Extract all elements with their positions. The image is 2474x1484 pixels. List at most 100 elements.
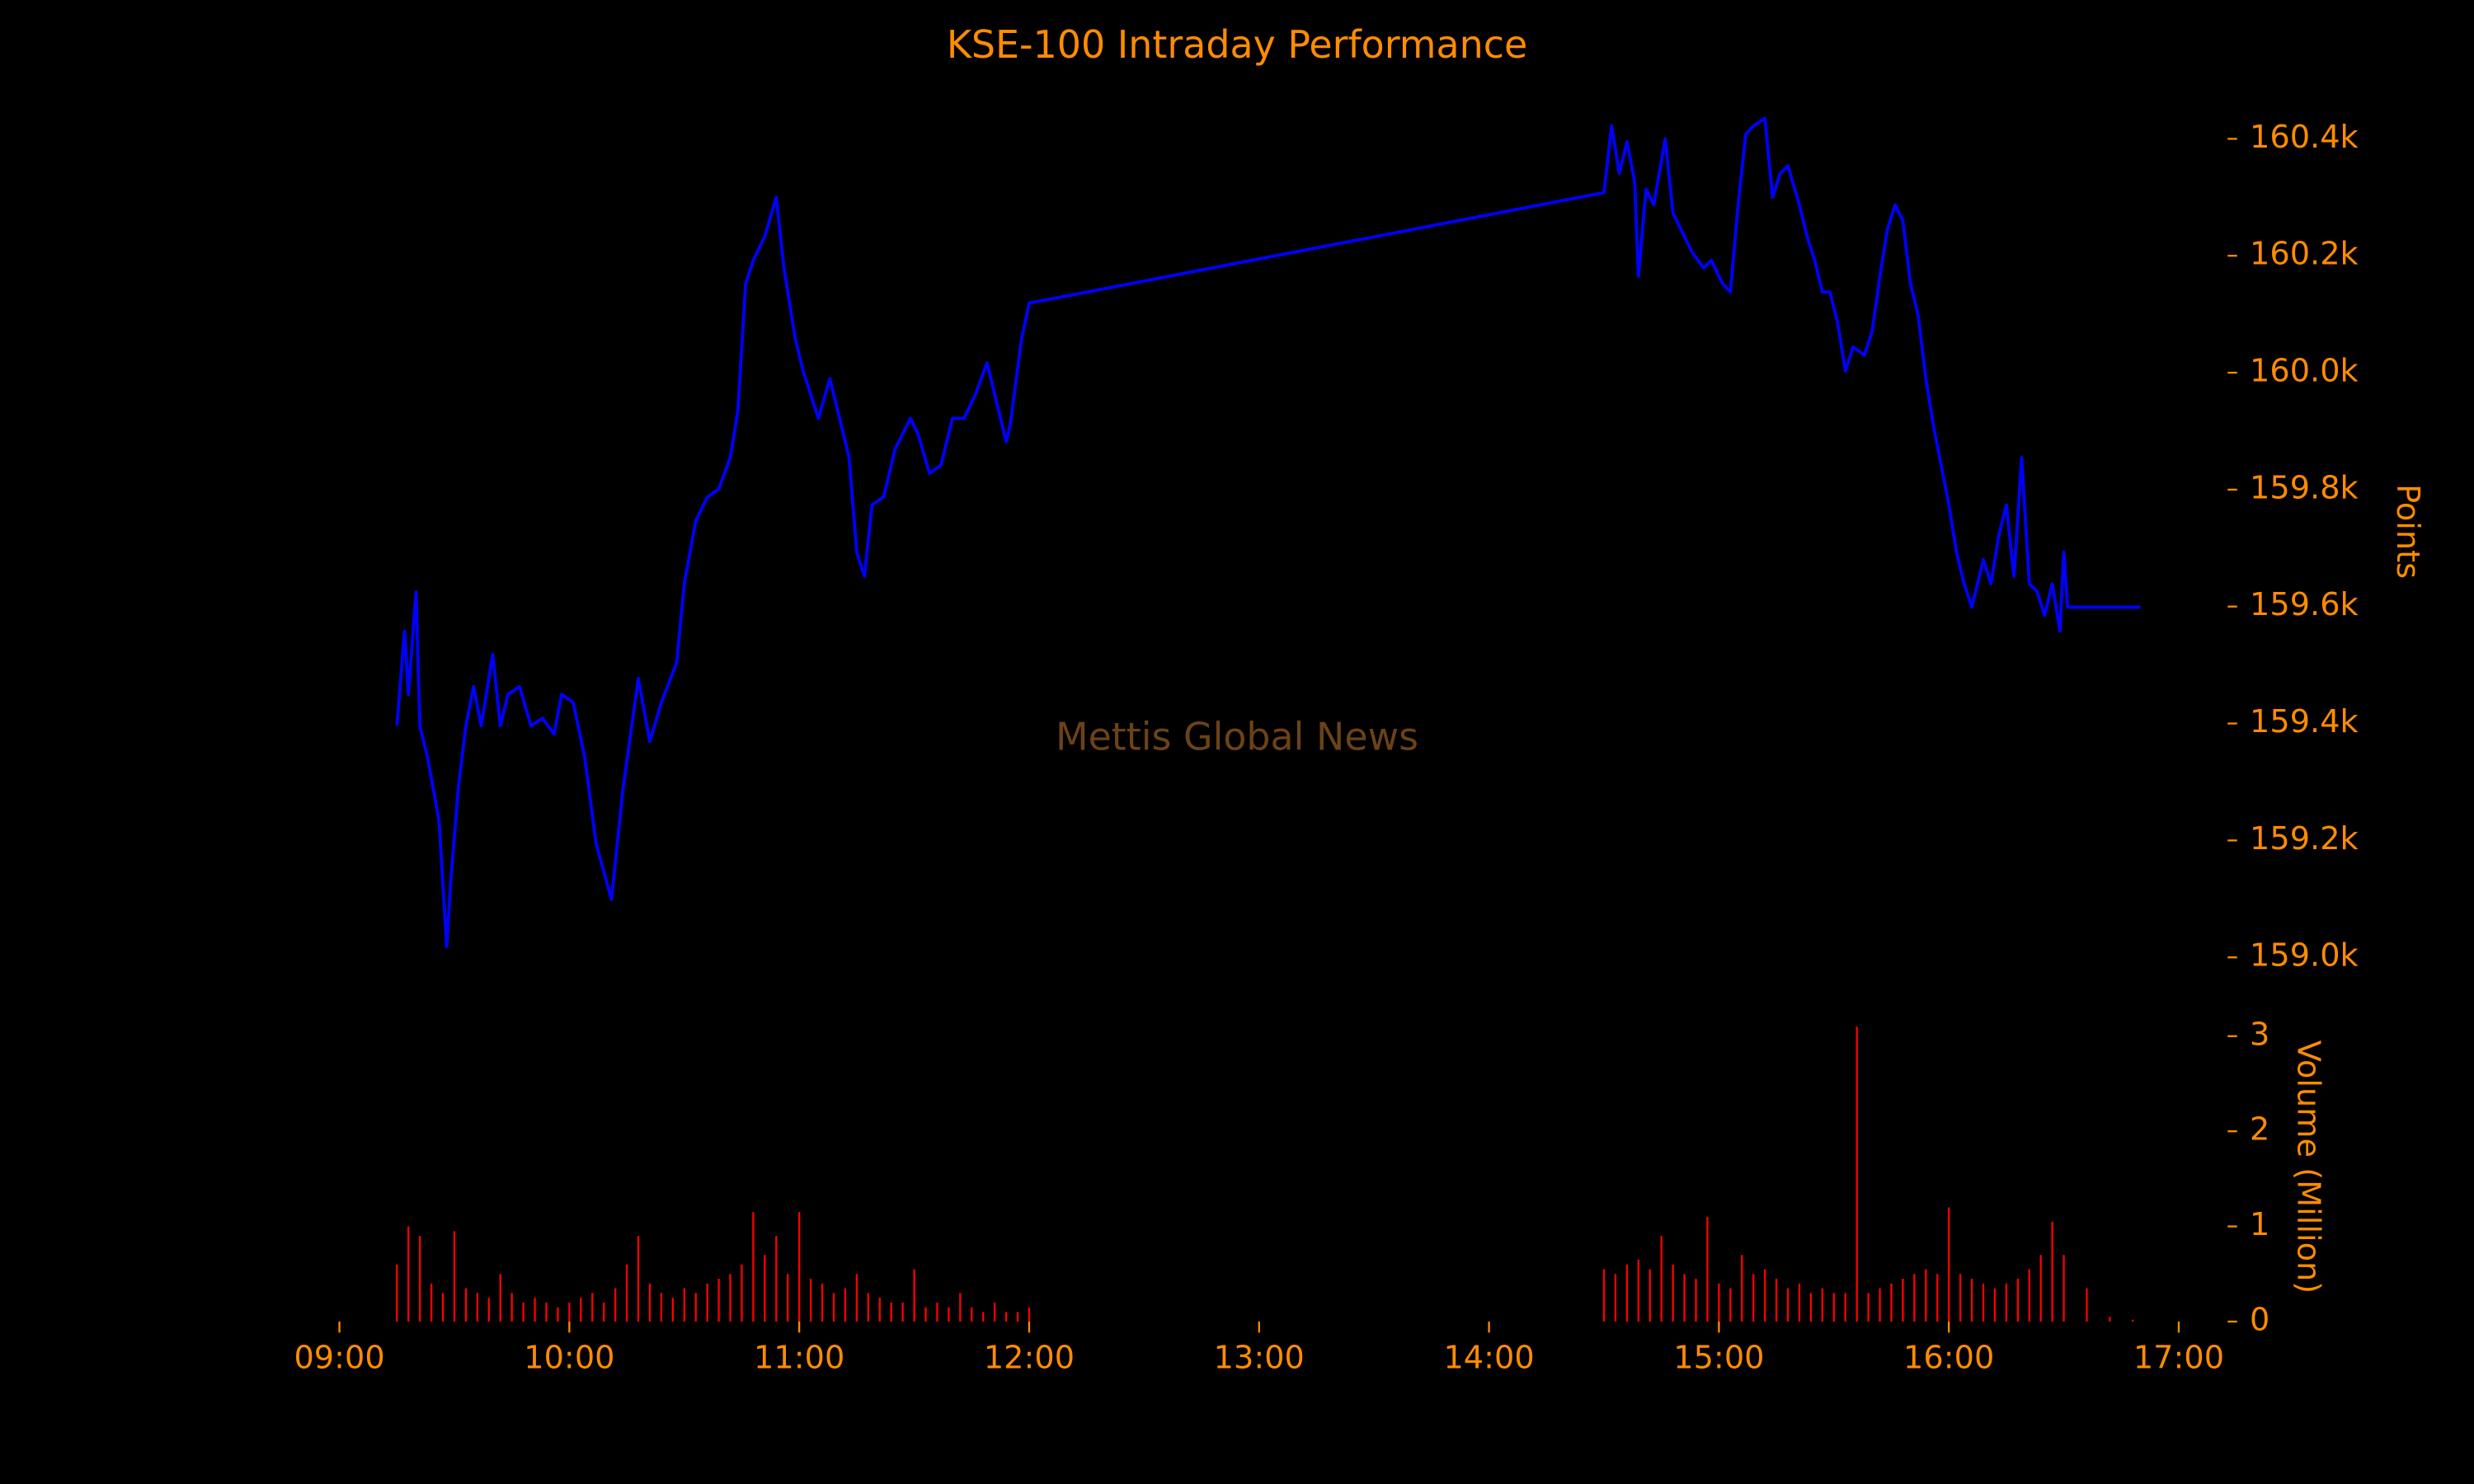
volume-bar — [603, 1302, 605, 1322]
volume-bar — [878, 1298, 881, 1322]
volume-bar — [752, 1212, 755, 1322]
volume-bar — [809, 1279, 812, 1322]
volume-bar — [1763, 1269, 1766, 1322]
volume-bar — [1695, 1279, 1697, 1322]
volume-bar — [522, 1302, 524, 1322]
y-tick-label: 160.4k — [2250, 119, 2359, 156]
volume-bar — [648, 1283, 651, 1322]
volume-bar — [798, 1212, 801, 1322]
x-tick-label: 14:00 — [1443, 1339, 1534, 1376]
volume-bar — [568, 1302, 571, 1322]
volume-bar — [637, 1236, 640, 1322]
volume-bar — [476, 1293, 479, 1322]
volume-bar — [832, 1293, 835, 1322]
volume-bar — [1879, 1288, 1881, 1322]
volume-bar — [844, 1288, 847, 1322]
y-tick-label: 159.0k — [2250, 937, 2359, 974]
volume-bar — [1614, 1274, 1617, 1322]
volume-bar — [867, 1293, 869, 1322]
y-axis-label: Points — [2389, 484, 2426, 579]
y-tick-label: 160.2k — [2250, 236, 2359, 273]
volume-bar — [499, 1274, 501, 1322]
volume-bar — [1832, 1293, 1835, 1322]
volume-bar — [717, 1279, 720, 1322]
volume-bar — [729, 1274, 731, 1322]
volume-bar — [1004, 1312, 1008, 1322]
volume-bar — [741, 1264, 743, 1322]
volume-bar — [1890, 1283, 1893, 1322]
volume-bar — [1602, 1269, 1606, 1322]
volume-bar — [948, 1307, 950, 1322]
volume-bar — [2016, 1279, 2019, 1322]
volume-bar — [1706, 1217, 1709, 1322]
volume-bar — [1993, 1288, 1997, 1322]
y-tick-label: 1 — [2250, 1206, 2269, 1243]
y-tick-label: 159.4k — [2250, 703, 2359, 740]
volume-bar — [1786, 1288, 1790, 1322]
volume-bar — [2062, 1255, 2065, 1322]
volume-bar — [1902, 1279, 1904, 1322]
volume-bar — [1959, 1274, 1962, 1322]
volume-bar — [994, 1302, 996, 1322]
volume-bar — [534, 1298, 536, 1322]
y-tick-label: 2 — [2250, 1111, 2269, 1148]
volume-bar — [821, 1283, 824, 1322]
volume-bar — [1925, 1269, 1927, 1322]
volume-bar — [764, 1255, 766, 1322]
y-tick-label: 159.8k — [2250, 469, 2359, 506]
volume-bar — [1936, 1274, 1939, 1322]
x-tick-label: 13:00 — [1214, 1339, 1305, 1376]
volume-bar — [1729, 1288, 1732, 1322]
volume-bar — [464, 1288, 468, 1322]
volume-bar — [419, 1236, 421, 1322]
volume-bar — [1752, 1274, 1755, 1322]
watermark: Mettis Global News — [1056, 715, 1418, 759]
y-tick-label: 3 — [2250, 1016, 2269, 1053]
volume-bar — [2028, 1269, 2030, 1322]
volume-bar — [1637, 1259, 1639, 1322]
volume-bar — [1660, 1236, 1663, 1322]
x-tick-label: 16:00 — [1903, 1339, 1994, 1376]
volume-bar — [660, 1293, 663, 1322]
volume-bar — [396, 1264, 398, 1322]
volume-bar — [1775, 1279, 1778, 1322]
volume-bar — [625, 1264, 628, 1322]
volume-bar — [1683, 1274, 1686, 1322]
volume-bar — [1649, 1269, 1651, 1322]
volume-bar — [545, 1302, 548, 1322]
volume-bar — [614, 1288, 617, 1322]
volume-bar — [591, 1293, 594, 1322]
volume-bar — [453, 1231, 456, 1322]
x-tick-label: 12:00 — [984, 1339, 1075, 1376]
volume-bar — [2086, 1288, 2088, 1322]
price-line — [395, 116, 2141, 949]
volume-bar — [1016, 1312, 1019, 1322]
y-tick-label: 159.6k — [2250, 586, 2359, 623]
volume-bar — [971, 1307, 973, 1322]
y-tick-label: 159.2k — [2250, 820, 2359, 857]
volume-bar — [430, 1283, 433, 1322]
volume-bar — [959, 1293, 962, 1322]
chart-title: KSE-100 Intraday Performance — [947, 22, 1527, 67]
volume-bar — [855, 1274, 858, 1322]
volume-bar — [510, 1293, 513, 1322]
volume-bar — [706, 1283, 708, 1322]
volume-bar — [1913, 1274, 1916, 1322]
volume-bar — [1970, 1279, 1973, 1322]
volume-bar — [671, 1298, 674, 1322]
volume-bar — [890, 1302, 892, 1322]
volume-bar — [1798, 1283, 1801, 1322]
volume-bar — [1948, 1207, 1950, 1322]
volume-bar — [1982, 1283, 1985, 1322]
volume-bar — [1821, 1288, 1823, 1322]
volume-bar — [982, 1312, 985, 1322]
volume-bar — [487, 1298, 490, 1322]
volume-bar — [901, 1302, 904, 1322]
volume-bar — [1844, 1293, 1846, 1322]
volume-bar — [441, 1293, 444, 1322]
x-tick-label: 09:00 — [294, 1339, 384, 1376]
volume-bar — [557, 1307, 559, 1322]
volume-bar — [936, 1302, 938, 1322]
